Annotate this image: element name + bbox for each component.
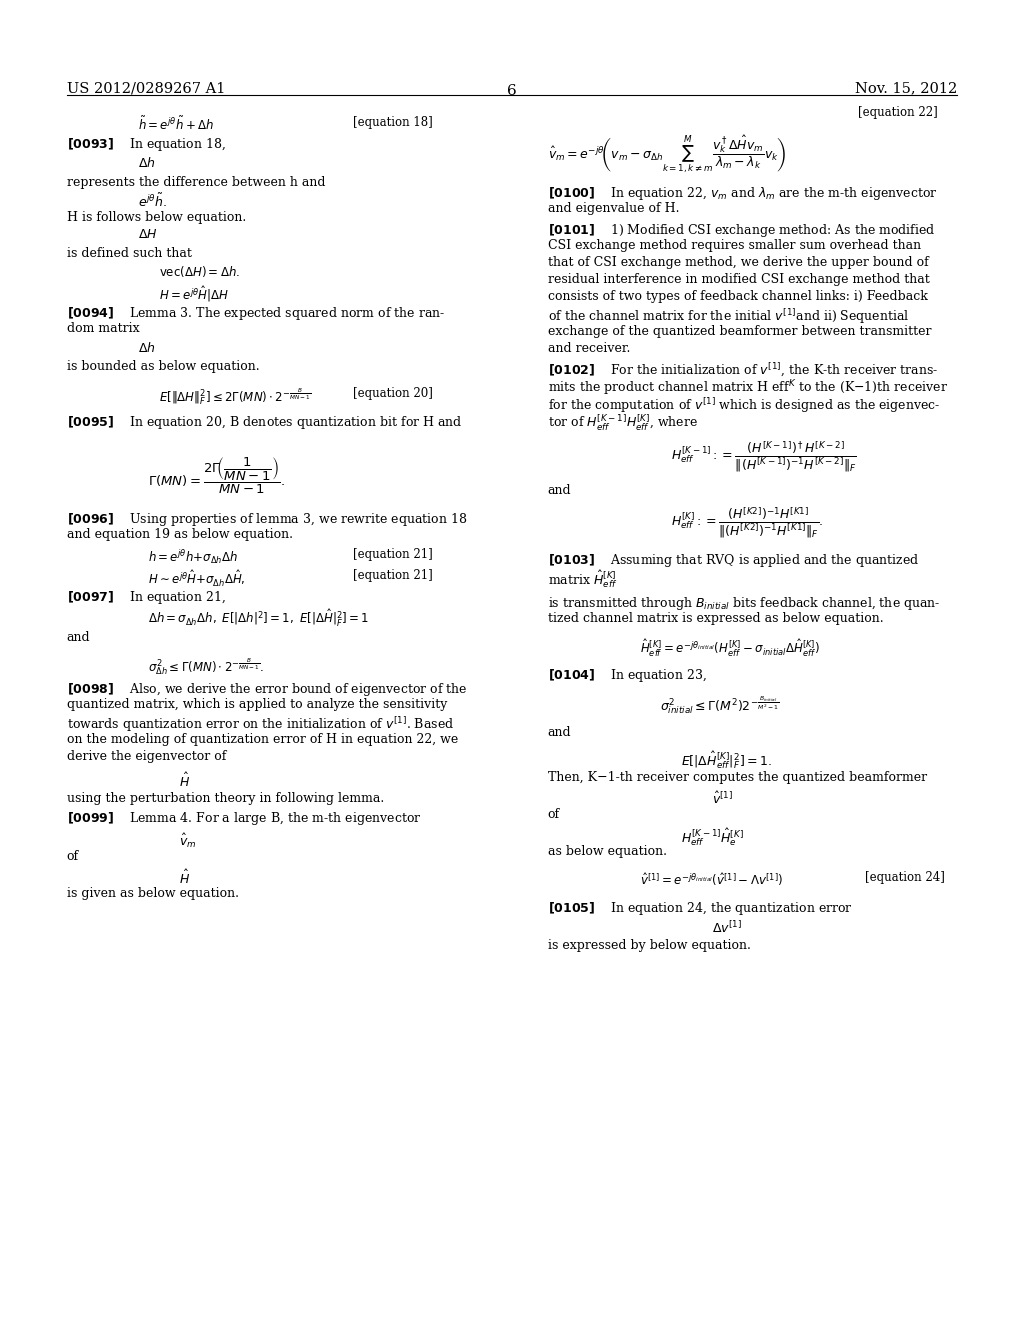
Text: [equation 18]: [equation 18] <box>353 116 433 129</box>
Text: $\mathbf{[0093]}$    In equation 18,: $\mathbf{[0093]}$ In equation 18, <box>67 136 225 153</box>
Text: $\mathbf{[0095]}$    In equation 20, B denotes quantization bit for H and: $\mathbf{[0095]}$ In equation 20, B deno… <box>67 414 462 432</box>
Text: is expressed by below equation.: is expressed by below equation. <box>548 939 751 952</box>
Text: CSI exchange method requires smaller sum overhead than: CSI exchange method requires smaller sum… <box>548 239 921 252</box>
Text: on the modeling of quantization error of H in equation 22, we: on the modeling of quantization error of… <box>67 733 458 746</box>
Text: represents the difference between h and: represents the difference between h and <box>67 176 325 189</box>
Text: $E[|\Delta\hat{H}^{[K]}_{eff}|^2_F]=1.$: $E[|\Delta\hat{H}^{[K]}_{eff}|^2_F]=1.$ <box>681 750 772 771</box>
Text: that of CSI exchange method, we derive the upper bound of: that of CSI exchange method, we derive t… <box>548 256 929 269</box>
Text: quantized matrix, which is applied to analyze the sensitivity: quantized matrix, which is applied to an… <box>67 698 446 711</box>
Text: $\Gamma(MN) = \dfrac{2\Gamma\!\left(\dfrac{1}{MN-1}\right)}{MN-1}.$: $\Gamma(MN) = \dfrac{2\Gamma\!\left(\dfr… <box>148 455 286 495</box>
Text: [equation 20]: [equation 20] <box>353 387 433 400</box>
Text: is given as below equation.: is given as below equation. <box>67 887 239 900</box>
Text: $\mathbf{[0097]}$    In equation 21,: $\mathbf{[0097]}$ In equation 21, <box>67 589 225 606</box>
Text: of: of <box>548 808 560 821</box>
Text: $\hat{v}^{[1]} = e^{-j\theta_{initial}}(\hat{v}^{[1]} - \Lambda v^{[1]})$: $\hat{v}^{[1]} = e^{-j\theta_{initial}}(… <box>640 871 783 888</box>
Text: [equation 21]: [equation 21] <box>353 548 433 561</box>
Text: 6: 6 <box>507 84 517 99</box>
Text: $H_{eff}^{[K-1]}\hat{H}_e^{[K]}$: $H_{eff}^{[K-1]}\hat{H}_e^{[K]}$ <box>681 826 743 847</box>
Text: derive the eigenvector of: derive the eigenvector of <box>67 750 226 763</box>
Text: $\hat{H}$: $\hat{H}$ <box>179 772 190 791</box>
Text: $\mathbf{[0100]}$    In equation 22, $v_m$ and $\lambda_m$ are the m-th eigenvec: $\mathbf{[0100]}$ In equation 22, $v_m$ … <box>548 185 937 202</box>
Text: $\mathbf{[0099]}$    Lemma 4. For a large B, the m-th eigenvector: $\mathbf{[0099]}$ Lemma 4. For a large B… <box>67 810 421 828</box>
Text: is transmitted through $B_{initial}$ bits feedback channel, the quan-: is transmitted through $B_{initial}$ bit… <box>548 595 940 612</box>
Text: is bounded as below equation.: is bounded as below equation. <box>67 360 259 374</box>
Text: towards quantization error on the initialization of $v^{[1]}$. Based: towards quantization error on the initia… <box>67 715 454 734</box>
Text: [equation 24]: [equation 24] <box>865 871 945 884</box>
Text: $\hat{v}^{[1]}$: $\hat{v}^{[1]}$ <box>712 791 733 807</box>
Text: $H_{eff}^{[K-1]} := \dfrac{(H^{[K-1]})^\dagger H^{[K-2]}}{\|(H^{[K-1]})^{-1}H^{[: $H_{eff}^{[K-1]} := \dfrac{(H^{[K-1]})^\… <box>671 440 857 474</box>
Text: and equation 19 as below equation.: and equation 19 as below equation. <box>67 528 293 541</box>
Text: $\hat{H}$: $\hat{H}$ <box>179 869 190 887</box>
Text: tor of $H_{eff}^{[K-1]}H_{eff}^{[K]}$, where: tor of $H_{eff}^{[K-1]}H_{eff}^{[K]}$, w… <box>548 413 698 433</box>
Text: and: and <box>548 726 571 739</box>
Text: $H_{eff}^{[K]} := \dfrac{(H^{[K2]})^{-1}H^{[K1]}}{\|(H^{[K2]})^{-1}H^{[K1]}\|_F}: $H_{eff}^{[K]} := \dfrac{(H^{[K2]})^{-1}… <box>671 506 823 540</box>
Text: $\mathbf{[0101]}$    1) Modified CSI exchange method: As the modified: $\mathbf{[0101]}$ 1) Modified CSI exchan… <box>548 222 936 239</box>
Text: US 2012/0289267 A1: US 2012/0289267 A1 <box>67 82 225 95</box>
Text: $\mathbf{[0098]}$    Also, we derive the error bound of eigenvector of the: $\mathbf{[0098]}$ Also, we derive the er… <box>67 681 467 698</box>
Text: matrix $\hat{H}^{[K]}_{eff}$: matrix $\hat{H}^{[K]}_{eff}$ <box>548 569 617 590</box>
Text: and: and <box>67 631 90 644</box>
Text: $\mathbf{[0103]}$    Assuming that RVQ is applied and the quantized: $\mathbf{[0103]}$ Assuming that RVQ is a… <box>548 552 920 569</box>
Text: of the channel matrix for the initial $v^{[1]}$and ii) Sequential: of the channel matrix for the initial $v… <box>548 308 909 326</box>
Text: dom matrix: dom matrix <box>67 322 139 335</box>
Text: $\Delta h$: $\Delta h$ <box>138 156 156 170</box>
Text: is defined such that: is defined such that <box>67 247 191 260</box>
Text: $\mathrm{vec}(\Delta H){=}\Delta h.$: $\mathrm{vec}(\Delta H){=}\Delta h.$ <box>159 264 240 279</box>
Text: $\tilde{h}=e^{j\theta}\tilde{h}+\Delta h$: $\tilde{h}=e^{j\theta}\tilde{h}+\Delta h… <box>138 116 214 133</box>
Text: $\hat{v}_m = e^{-j\theta}\!\left(v_m - \sigma_{\Delta h}\sum_{k=1,k\neq m}^{M}\d: $\hat{v}_m = e^{-j\theta}\!\left(v_m - \… <box>548 133 786 176</box>
Text: exchange of the quantized beamformer between transmitter: exchange of the quantized beamformer bet… <box>548 325 932 338</box>
Text: of: of <box>67 850 79 863</box>
Text: $\Delta h{=}\sigma_{\Delta h}\Delta h,\ E[|\Delta h|^2]{=}1,\ E[|\Delta\hat{H}|_: $\Delta h{=}\sigma_{\Delta h}\Delta h,\ … <box>148 607 370 628</box>
Text: [equation 22]: [equation 22] <box>858 106 938 119</box>
Text: for the computation of $v^{[1]}$ which is designed as the eigenvec-: for the computation of $v^{[1]}$ which i… <box>548 396 940 414</box>
Text: $\mathbf{[0094]}$    Lemma 3. The expected squared norm of the ran-: $\mathbf{[0094]}$ Lemma 3. The expected … <box>67 305 444 322</box>
Text: $\sigma^2_{initial} \leq \Gamma(M^2)2^{-\frac{B_{initial}}{M^2-1}}$: $\sigma^2_{initial} \leq \Gamma(M^2)2^{-… <box>660 694 780 715</box>
Text: $\mathbf{[0105]}$    In equation 24, the quantization error: $\mathbf{[0105]}$ In equation 24, the qu… <box>548 900 853 917</box>
Text: $\mathbf{[0096]}$    Using properties of lemma 3, we rewrite equation 18: $\mathbf{[0096]}$ Using properties of le… <box>67 511 467 528</box>
Text: $e^{j\theta}\tilde{h}.$: $e^{j\theta}\tilde{h}.$ <box>138 193 167 210</box>
Text: Then, K−1-th receiver computes the quantized beamformer: Then, K−1-th receiver computes the quant… <box>548 771 927 784</box>
Text: using the perturbation theory in following lemma.: using the perturbation theory in followi… <box>67 792 384 805</box>
Text: H is follows below equation.: H is follows below equation. <box>67 211 246 224</box>
Text: $\hat{v}_m$: $\hat{v}_m$ <box>179 832 197 850</box>
Text: Nov. 15, 2012: Nov. 15, 2012 <box>855 82 957 95</box>
Text: $E[\|\Delta H\|_F^2] \leq 2\Gamma(MN)\cdot 2^{-\frac{B}{MN-1}}$: $E[\|\Delta H\|_F^2] \leq 2\Gamma(MN)\cd… <box>159 387 311 408</box>
Text: residual interference in modified CSI exchange method that: residual interference in modified CSI ex… <box>548 273 930 286</box>
Text: and eigenvalue of H.: and eigenvalue of H. <box>548 202 679 215</box>
Text: $H{=}e^{j\theta}\hat{H}|\Delta H$: $H{=}e^{j\theta}\hat{H}|\Delta H$ <box>159 284 228 304</box>
Text: mits the product channel matrix H eff$^K$ to the (K$-$1)th receiver: mits the product channel matrix H eff$^K… <box>548 379 948 399</box>
Text: $\Delta H$: $\Delta H$ <box>138 228 158 242</box>
Text: tized channel matrix is expressed as below equation.: tized channel matrix is expressed as bel… <box>548 612 884 626</box>
Text: as below equation.: as below equation. <box>548 845 667 858</box>
Text: $\Delta v^{[1]}$: $\Delta v^{[1]}$ <box>712 920 741 936</box>
Text: $\hat{H}^{[K]}_{eff} = e^{-j\theta_{initial}}(H^{[K]}_{eff} - \sigma_{initial}\D: $\hat{H}^{[K]}_{eff} = e^{-j\theta_{init… <box>640 638 820 659</box>
Text: $H{\sim}e^{j\theta}\hat{H}{+}\sigma_{\Delta h}\Delta\hat{H},$: $H{\sim}e^{j\theta}\hat{H}{+}\sigma_{\De… <box>148 569 246 589</box>
Text: $\Delta h$: $\Delta h$ <box>138 341 156 355</box>
Text: consists of two types of feedback channel links: i) Feedback: consists of two types of feedback channe… <box>548 290 928 304</box>
Text: and: and <box>548 484 571 498</box>
Text: and receiver.: and receiver. <box>548 342 630 355</box>
Text: $h{=}e^{j\theta}h{+}\sigma_{\Delta h}\Delta h$: $h{=}e^{j\theta}h{+}\sigma_{\Delta h}\De… <box>148 548 239 566</box>
Text: [equation 21]: [equation 21] <box>353 569 433 582</box>
Text: $\mathbf{[0102]}$    For the initialization of $v^{[1]}$, the K-th receiver tran: $\mathbf{[0102]}$ For the initialization… <box>548 362 938 379</box>
Text: $\sigma^2_{\Delta h} \leq \Gamma(MN)\cdot 2^{-\frac{B}{MN-1}}.$: $\sigma^2_{\Delta h} \leq \Gamma(MN)\cdo… <box>148 656 265 677</box>
Text: $\mathbf{[0104]}$    In equation 23,: $\mathbf{[0104]}$ In equation 23, <box>548 667 707 684</box>
